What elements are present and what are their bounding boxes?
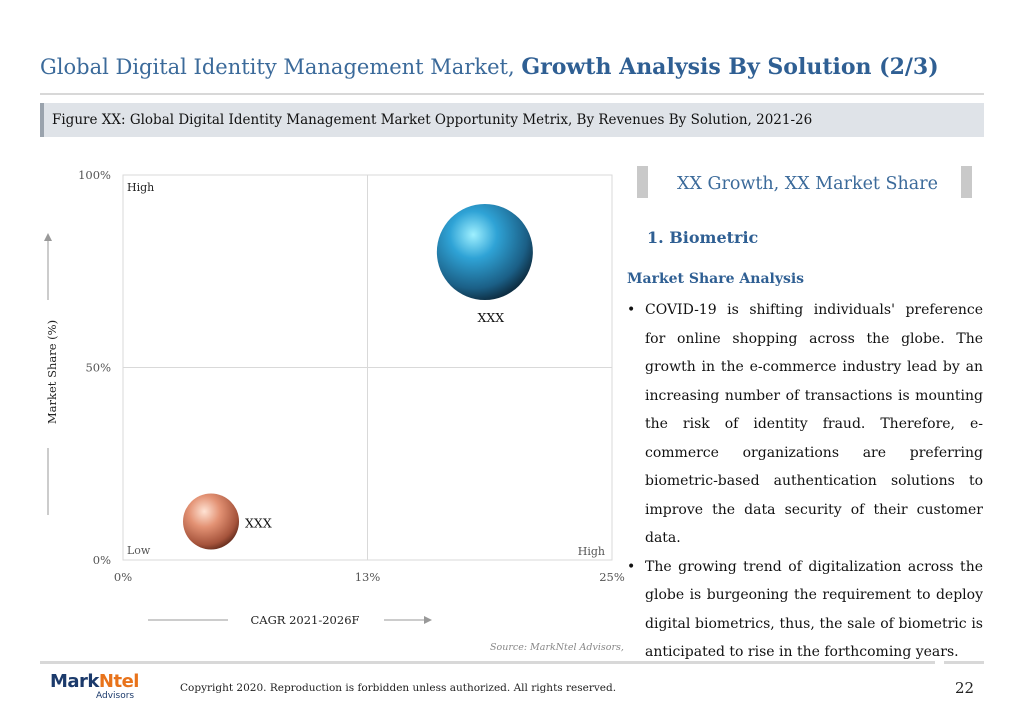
subsection-title: Market Share Analysis bbox=[627, 271, 805, 287]
x-axis-arrow-head bbox=[424, 616, 432, 624]
bubble-point bbox=[436, 204, 533, 300]
copyright-text: Copyright 2020. Reproduction is forbidde… bbox=[180, 682, 617, 694]
company-logo: MarkNtel Advisors bbox=[50, 671, 139, 701]
y-tick-label: 0% bbox=[93, 553, 111, 567]
x-axis-title: CAGR 2021-2026F bbox=[250, 613, 359, 627]
heading-bar-left bbox=[637, 166, 648, 198]
bubble-point bbox=[183, 493, 240, 550]
y-axis-arrow-head bbox=[44, 233, 52, 241]
section-title: 1. Biometric bbox=[647, 228, 759, 247]
panel-heading: XX Growth, XX Market Share bbox=[677, 174, 938, 194]
bullet-item: COVID-19 is shifting individuals' prefer… bbox=[627, 296, 983, 553]
x-tick-label: 25% bbox=[599, 570, 625, 584]
panel-heading-box: XX Growth, XX Market Share bbox=[637, 166, 972, 198]
bubble-label: XXX bbox=[478, 310, 505, 325]
y-axis-title: Market Share (%) bbox=[45, 320, 59, 424]
x-tick-label: 0% bbox=[114, 570, 132, 584]
source-note: Source: MarkNtel Advisors, bbox=[490, 642, 624, 653]
header-divider bbox=[40, 93, 984, 95]
corner-label-high-x: High bbox=[578, 545, 605, 558]
page-title: Global Digital Identity Management Marke… bbox=[40, 54, 939, 80]
corner-label-high: High bbox=[127, 181, 154, 194]
footer-divider bbox=[40, 661, 935, 664]
title-bold: Growth Analysis By Solution (2/3) bbox=[521, 54, 939, 80]
footer-divider-short bbox=[944, 661, 984, 664]
corner-label-low: Low bbox=[127, 544, 151, 557]
heading-bar-right bbox=[961, 166, 972, 198]
logo-wordmark: MarkNtel bbox=[50, 671, 139, 692]
bubble-label: XXX bbox=[245, 516, 272, 531]
title-prefix: Global Digital Identity Management Marke… bbox=[40, 55, 522, 79]
logo-subtitle: Advisors bbox=[96, 691, 135, 701]
bullet-item: The growing trend of digitalization acro… bbox=[627, 553, 983, 667]
bullet-list: COVID-19 is shifting individuals' prefer… bbox=[627, 296, 983, 667]
y-tick-label: 100% bbox=[78, 168, 111, 182]
figure-caption-bar: Figure XX: Global Digital Identity Manag… bbox=[40, 103, 984, 137]
page-number: 22 bbox=[955, 679, 975, 697]
y-tick-label: 50% bbox=[85, 361, 111, 375]
figure-caption: Figure XX: Global Digital Identity Manag… bbox=[52, 112, 813, 128]
x-tick-label: 13% bbox=[355, 570, 381, 584]
